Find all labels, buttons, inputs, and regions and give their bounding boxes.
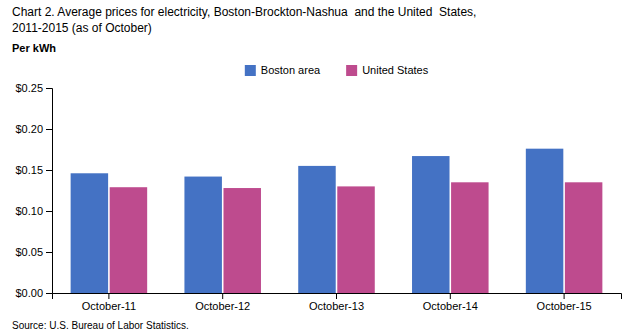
bar <box>223 188 260 293</box>
y-tick-label: $0.15 <box>15 164 43 176</box>
x-axis-line <box>53 294 622 300</box>
chart: Chart 2. Average prices for electricity,… <box>0 0 641 335</box>
bar <box>565 182 602 293</box>
bar <box>110 187 147 293</box>
y-tick-label: $0.05 <box>15 246 43 258</box>
x-tick: October-15 <box>537 293 592 312</box>
y-axis-line <box>46 89 53 294</box>
subtitle: 2011-2015 (as of October) <box>12 21 152 35</box>
y-tick-mark <box>46 88 52 89</box>
legend-label: United States <box>362 64 429 76</box>
y-tick-label: $0.20 <box>15 123 43 135</box>
plot: $0.00 $0.05 $0.10 $0.15 $0.20 $0.25 October-11… <box>15 82 621 312</box>
x-tick: October-14 <box>423 293 478 312</box>
legend-swatch <box>346 65 357 76</box>
bar <box>526 149 563 293</box>
x-tick: October-13 <box>309 293 364 312</box>
bar <box>451 182 488 293</box>
y-axis-title: Per kWh <box>12 42 56 54</box>
bar <box>71 173 108 293</box>
x-tick-mark <box>222 293 223 299</box>
title: Chart 2. Average prices for electricity,… <box>12 5 476 19</box>
y-tick-mark <box>46 211 52 212</box>
y-tick-mark <box>46 129 52 130</box>
y-tick-mark <box>46 252 52 253</box>
legend-swatch <box>245 65 256 76</box>
legend-item: Boston area <box>245 64 321 76</box>
x-tick-mark <box>564 293 565 299</box>
x-tick-label: October-15 <box>537 300 592 312</box>
y-tick: $0.25 <box>15 82 52 94</box>
x-axis: October-11 October-12 October-13 October-14… <box>53 293 622 312</box>
y-tick-label: $0.10 <box>15 205 43 217</box>
bar <box>184 177 221 293</box>
x-tick: October-12 <box>195 293 250 312</box>
x-tick: October-11 <box>82 293 136 312</box>
y-tick: $0.15 <box>15 164 52 176</box>
y-tick: $0.00 <box>15 287 52 299</box>
y-tick-mark <box>46 170 52 171</box>
x-tick-mark <box>336 293 337 299</box>
y-axis: $0.00 $0.05 $0.10 $0.15 $0.20 $0.25 <box>15 82 52 299</box>
bars <box>71 149 603 293</box>
y-tick: $0.05 <box>15 246 52 258</box>
y-tick: $0.20 <box>15 123 52 135</box>
source-note: Source: U.S. Bureau of Labor Statistics. <box>12 320 189 331</box>
y-tick: $0.10 <box>15 205 52 217</box>
x-tick-mark <box>450 293 451 299</box>
y-tick-label: $0.00 <box>15 287 43 299</box>
x-tick-label: October-13 <box>309 300 364 312</box>
x-tick-label: October-11 <box>82 300 136 312</box>
x-tick-label: October-12 <box>195 300 250 312</box>
legend-item: United States <box>346 64 429 76</box>
x-tick-label: October-14 <box>423 300 478 312</box>
y-tick-mark <box>46 293 52 294</box>
legend: Boston area United States <box>245 64 429 76</box>
legend-label: Boston area <box>261 64 321 76</box>
bar <box>298 166 335 293</box>
bar <box>337 186 374 293</box>
bar <box>412 156 449 293</box>
y-tick-label: $0.25 <box>15 82 43 94</box>
x-tick-mark <box>108 293 109 299</box>
